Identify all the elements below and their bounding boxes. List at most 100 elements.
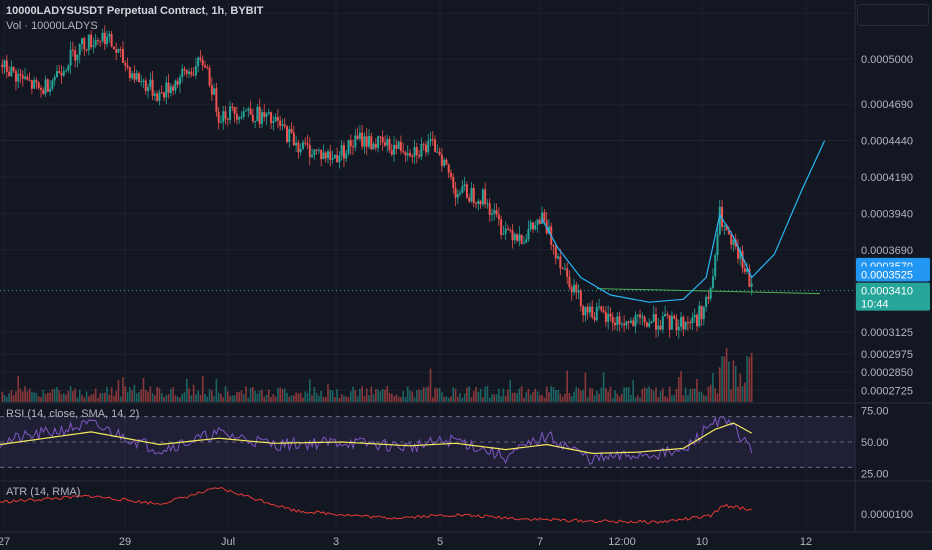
candle-body bbox=[365, 136, 368, 147]
candle bbox=[336, 147, 339, 163]
candle bbox=[634, 311, 637, 334]
candle-body bbox=[634, 315, 637, 327]
candle bbox=[226, 117, 229, 126]
candle-body bbox=[645, 322, 648, 327]
candle-body bbox=[465, 184, 468, 198]
volume-bar bbox=[343, 395, 345, 402]
volume-bar bbox=[154, 395, 156, 402]
candle bbox=[702, 306, 705, 326]
candle bbox=[645, 321, 648, 328]
volume-bar bbox=[24, 386, 26, 402]
candle-body bbox=[511, 230, 514, 241]
candle-body bbox=[336, 154, 339, 163]
volume-bar bbox=[441, 392, 443, 402]
volume-bar bbox=[331, 390, 334, 402]
volume-bar bbox=[245, 386, 247, 402]
volume-bar bbox=[703, 395, 705, 402]
volume-bar bbox=[566, 370, 568, 402]
candle-body bbox=[429, 139, 432, 142]
candle bbox=[661, 311, 664, 334]
candle-body bbox=[17, 73, 20, 82]
volume-bar bbox=[475, 386, 477, 402]
candle bbox=[506, 224, 509, 231]
candle-body bbox=[579, 290, 582, 307]
candle bbox=[365, 128, 368, 156]
candle-body bbox=[30, 80, 33, 89]
candle bbox=[459, 189, 462, 197]
volume-bar bbox=[324, 396, 327, 402]
candle-body bbox=[19, 73, 22, 76]
volume-bar bbox=[486, 385, 489, 402]
volume-bar bbox=[94, 388, 97, 402]
time-tick-label: Jul bbox=[221, 536, 235, 548]
candle bbox=[199, 50, 202, 63]
candle bbox=[128, 66, 131, 82]
volume-bar bbox=[213, 396, 215, 402]
candle bbox=[46, 77, 49, 93]
candle-body bbox=[677, 326, 680, 331]
candle bbox=[37, 81, 40, 91]
volume-bar bbox=[83, 397, 86, 402]
volume-bar bbox=[575, 386, 578, 402]
candle-body bbox=[119, 49, 122, 51]
candle-body bbox=[283, 124, 286, 127]
candle bbox=[238, 115, 241, 124]
candle bbox=[108, 30, 111, 43]
volume-bar bbox=[242, 394, 245, 402]
candle-body bbox=[629, 320, 632, 323]
candle bbox=[620, 321, 623, 328]
candle bbox=[99, 40, 102, 47]
price-tick-label: 0.0002850 bbox=[861, 367, 913, 379]
volume-bar bbox=[62, 393, 65, 402]
candle-body bbox=[24, 76, 27, 79]
candle-body bbox=[447, 164, 450, 173]
candle-body bbox=[51, 80, 54, 89]
candle-body bbox=[96, 40, 99, 42]
candle bbox=[374, 138, 377, 152]
candle bbox=[217, 107, 220, 130]
candle bbox=[324, 150, 327, 163]
candle bbox=[345, 149, 348, 163]
candle-body bbox=[137, 73, 140, 82]
candle-body bbox=[525, 239, 528, 243]
candle bbox=[636, 314, 639, 324]
time-tick-label: 3 bbox=[333, 536, 339, 548]
volume-bar bbox=[377, 389, 379, 402]
volume-bar bbox=[172, 387, 174, 402]
candle bbox=[174, 79, 177, 94]
candle bbox=[190, 67, 193, 78]
volume-bar bbox=[636, 395, 639, 402]
scale-toggle-button[interactable] bbox=[857, 4, 929, 26]
volume-bar bbox=[477, 391, 480, 402]
volume-bar bbox=[561, 396, 564, 402]
candle-body bbox=[85, 49, 88, 51]
volume-bar bbox=[302, 397, 304, 402]
volume-bar bbox=[297, 393, 300, 402]
candle bbox=[183, 66, 186, 76]
candle bbox=[680, 311, 683, 332]
candle bbox=[247, 106, 250, 118]
candle bbox=[666, 311, 669, 319]
candle bbox=[213, 83, 216, 95]
candle-body bbox=[210, 85, 213, 95]
candle-body bbox=[217, 111, 220, 123]
volume-bar bbox=[336, 389, 338, 402]
candle-body bbox=[604, 312, 607, 322]
candle bbox=[397, 140, 400, 149]
candle bbox=[438, 147, 441, 157]
candle bbox=[78, 43, 81, 64]
candle bbox=[265, 112, 268, 126]
candle-body bbox=[547, 226, 550, 234]
volume-bar bbox=[614, 390, 616, 402]
candle bbox=[532, 222, 534, 234]
candle-body bbox=[516, 234, 519, 241]
candle-body bbox=[393, 144, 396, 155]
candle bbox=[554, 244, 557, 265]
volume-bar bbox=[639, 397, 641, 402]
volume-bar bbox=[491, 393, 493, 402]
volume-bar bbox=[78, 389, 81, 402]
candle-body bbox=[21, 75, 24, 79]
volume-bar bbox=[238, 392, 240, 402]
candle bbox=[317, 147, 320, 155]
